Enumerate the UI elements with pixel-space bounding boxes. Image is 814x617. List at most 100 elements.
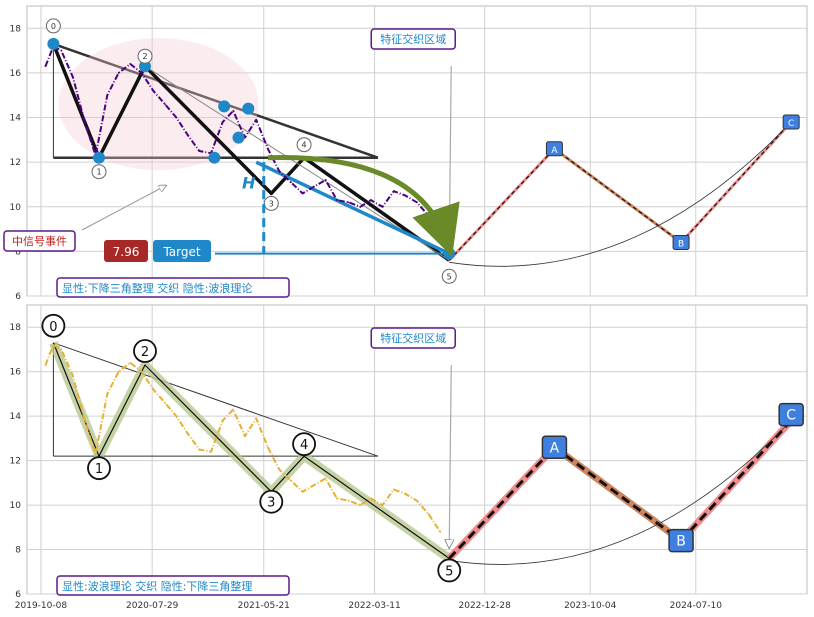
price-point xyxy=(289,181,292,184)
price-point xyxy=(335,199,338,201)
future-wave-box xyxy=(782,114,800,130)
price-point xyxy=(404,493,407,495)
future-wave-box xyxy=(672,234,690,250)
target-label-box xyxy=(153,240,211,262)
x-tick-label: 2023-10-04 xyxy=(564,601,617,611)
future-path-dash xyxy=(680,121,792,243)
price-point xyxy=(347,201,350,204)
price-point xyxy=(117,370,120,373)
y-tick-label: 8 xyxy=(15,247,21,257)
future-wave-label: C xyxy=(786,408,796,424)
y-tick-label: 10 xyxy=(10,203,22,213)
y-tick-label: 16 xyxy=(10,69,22,79)
price-point xyxy=(324,179,327,181)
price-point xyxy=(152,388,155,391)
y-tick-label: 18 xyxy=(10,24,22,34)
bottom-y-tick-labels: 6 8 10 12 14 16 18 xyxy=(10,323,22,600)
price-point xyxy=(152,89,155,92)
price-point xyxy=(427,214,430,217)
event-arrow xyxy=(81,186,165,231)
wave-label-circle xyxy=(259,489,284,514)
price-point xyxy=(278,468,281,471)
price-point xyxy=(232,408,235,411)
pivot-marker xyxy=(208,151,221,164)
price-point xyxy=(106,94,109,97)
price-point xyxy=(427,513,430,515)
price-point xyxy=(187,433,189,435)
wave-label-circle xyxy=(91,164,107,180)
feature-zone-box xyxy=(370,28,456,50)
wave-label-circle xyxy=(263,195,279,211)
feature-zone-arrow xyxy=(449,364,451,546)
y-tick-label: 6 xyxy=(15,292,21,302)
y-tick-label: 6 xyxy=(15,590,21,600)
wave-label: 4 xyxy=(300,438,308,453)
price-point xyxy=(187,134,189,137)
wave-label-circle xyxy=(441,268,457,284)
bottom-price-series xyxy=(44,344,442,533)
future-path-segment xyxy=(678,418,794,544)
feature-zone-label: 特征交织区域 xyxy=(380,331,446,345)
wave-label-circle xyxy=(296,137,312,153)
price-point xyxy=(232,109,235,112)
future-wave-box xyxy=(541,435,568,460)
price-point xyxy=(347,499,350,502)
price-point xyxy=(221,121,224,123)
pivot-marker xyxy=(232,131,245,144)
price-point xyxy=(369,497,372,500)
price-point xyxy=(392,488,395,491)
wave-label-circle xyxy=(292,432,316,457)
wave-label-circle xyxy=(45,18,61,34)
future-wave-label: B xyxy=(678,239,684,249)
top-price-series xyxy=(44,45,442,235)
wave-label: 3 xyxy=(267,496,275,511)
wave-label: 2 xyxy=(142,52,147,61)
future-wave-box xyxy=(778,402,804,427)
target-label: Target xyxy=(162,245,200,259)
y-tick-label: 8 xyxy=(15,546,21,556)
future-wave-label: B xyxy=(676,534,686,550)
price-point xyxy=(140,72,143,74)
y-tick-label: 16 xyxy=(10,368,22,378)
price-point xyxy=(266,147,269,150)
pivot-marker xyxy=(138,60,151,73)
pivot-marker xyxy=(218,100,231,113)
price-point xyxy=(94,453,97,455)
price-point xyxy=(359,504,362,506)
pivot-marker xyxy=(242,102,255,115)
price-point xyxy=(301,192,304,195)
price-point xyxy=(106,393,109,395)
future-wave-box xyxy=(668,528,694,553)
future-path-dash xyxy=(554,148,682,243)
price-point xyxy=(381,205,384,208)
price-point xyxy=(117,72,120,74)
wave-label-circle xyxy=(87,456,111,481)
wave-label: 4 xyxy=(302,141,307,150)
price-point xyxy=(164,103,166,106)
price-point xyxy=(129,361,132,364)
projection-arc xyxy=(449,121,792,267)
pivot-marker xyxy=(93,151,106,164)
wave-label: 1 xyxy=(96,168,101,177)
price-point xyxy=(221,419,224,422)
price-point xyxy=(415,499,418,502)
pivot-marker xyxy=(47,37,60,50)
price-point xyxy=(439,530,442,533)
projection-arc xyxy=(449,420,792,565)
price-point xyxy=(83,121,86,123)
price-point xyxy=(52,344,55,346)
price-point xyxy=(44,364,47,366)
future-wave-label: A xyxy=(550,440,560,456)
price-point xyxy=(83,419,86,422)
x-tick-label: 2022-12-28 xyxy=(459,601,512,611)
price-point xyxy=(392,190,395,193)
future-wave-box xyxy=(545,141,563,157)
wave-label: 0 xyxy=(49,320,57,335)
price-point xyxy=(210,450,212,453)
future-path-dash xyxy=(448,446,556,560)
wave-label-circle xyxy=(133,339,157,363)
